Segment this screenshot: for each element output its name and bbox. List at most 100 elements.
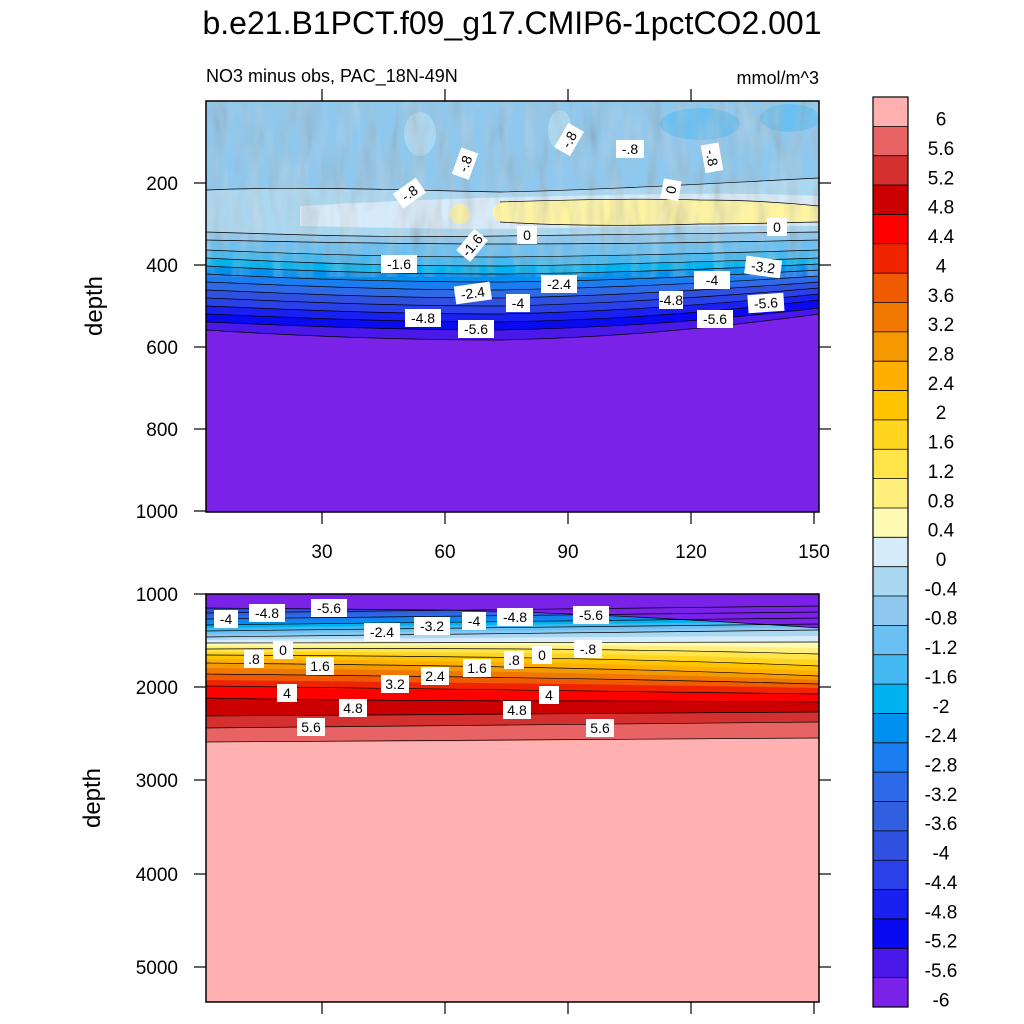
colorbar-swatch bbox=[873, 625, 908, 656]
lower-ytick-label: 3000 bbox=[136, 771, 178, 792]
contour-label: -1.6 bbox=[381, 255, 417, 273]
colorbar-label: 3.6 bbox=[928, 286, 954, 307]
colorbar-swatch bbox=[873, 654, 908, 685]
colorbar-label: 0.8 bbox=[928, 491, 954, 512]
upper-xtick-label: 120 bbox=[675, 542, 707, 563]
contour-label: -4.8 bbox=[659, 291, 683, 309]
colorbar-swatch bbox=[873, 684, 908, 714]
colorbar-swatch bbox=[873, 419, 908, 450]
colorbar-label: 6 bbox=[936, 110, 947, 131]
svg-text:-4: -4 bbox=[220, 611, 233, 627]
colorbar-swatch bbox=[873, 713, 908, 744]
contour-label: -3.2 bbox=[744, 255, 783, 279]
contour-label: -5.6 bbox=[311, 599, 347, 617]
upper-xtick-label: 90 bbox=[557, 542, 578, 563]
colorbar-label: -3.6 bbox=[925, 814, 958, 835]
contour-label: -.8 bbox=[616, 140, 644, 158]
svg-text:0: 0 bbox=[662, 184, 679, 195]
colorbar-label: -2.8 bbox=[925, 755, 958, 776]
lower-y-axis bbox=[194, 593, 831, 1014]
contour-label: -4 bbox=[506, 294, 530, 312]
colorbar-swatch bbox=[873, 155, 908, 186]
lower-contour-labels: -4 -4.8 -5.6 -2.4 -3.2 -4 -4.8 -5.6 .8 0… bbox=[214, 599, 614, 737]
colorbar-label: 4.4 bbox=[928, 227, 955, 248]
contour-label: 4 bbox=[539, 686, 559, 704]
subtitle-left: NO3 minus obs, PAC_18N-49N bbox=[206, 66, 458, 87]
colorbar-swatch bbox=[873, 126, 908, 157]
colorbar-swatch bbox=[873, 566, 908, 597]
colorbar-swatch bbox=[873, 948, 908, 979]
colorbar-frame bbox=[872, 96, 909, 1008]
upper-contour-line bbox=[206, 281, 819, 299]
svg-text:-2.4: -2.4 bbox=[547, 276, 571, 292]
contour-label: 0 bbox=[767, 218, 787, 236]
upper-x-axis bbox=[321, 89, 815, 524]
colorbar-label: 4.8 bbox=[928, 198, 954, 219]
colorbar-swatch bbox=[873, 918, 908, 949]
svg-text:-4.8: -4.8 bbox=[411, 310, 435, 326]
colorbar-swatch bbox=[873, 860, 908, 891]
upper-ytick-label: 800 bbox=[146, 420, 178, 441]
colorbar-label: 5.2 bbox=[928, 168, 954, 189]
contour-label: 0 bbox=[273, 641, 293, 659]
colorbar-label: -2.4 bbox=[925, 726, 958, 747]
upper-texture bbox=[206, 101, 819, 261]
upper-contour-line bbox=[206, 177, 819, 193]
colorbar-swatch bbox=[873, 273, 908, 303]
svg-text:.8: .8 bbox=[508, 652, 520, 668]
colorbar-swatch bbox=[873, 977, 908, 1008]
colorbar-label: 1.2 bbox=[928, 462, 954, 483]
svg-text:2.4: 2.4 bbox=[425, 668, 445, 684]
upper-contour-line bbox=[206, 257, 819, 267]
upper-y-axis bbox=[194, 182, 831, 512]
svg-text:-.8: -.8 bbox=[703, 148, 722, 167]
colorbar-swatch bbox=[873, 507, 908, 538]
svg-text:0: 0 bbox=[279, 642, 287, 658]
colorbar-swatch bbox=[873, 772, 908, 803]
colorbar-label: -5.2 bbox=[925, 932, 958, 953]
colorbar-swatch bbox=[873, 214, 908, 245]
svg-text:-5.6: -5.6 bbox=[579, 607, 603, 623]
lower-contour-line bbox=[206, 623, 819, 632]
contour-label: -.8 bbox=[451, 147, 479, 180]
contour-label: 4 bbox=[277, 684, 297, 702]
contour-label: .8 bbox=[244, 650, 264, 668]
contour-label: 4.8 bbox=[503, 701, 531, 719]
upper-xtick-label: 150 bbox=[798, 542, 830, 563]
colorbar-swatch bbox=[873, 742, 908, 773]
colorbar-label: -1.2 bbox=[925, 638, 958, 659]
svg-text:-4.8: -4.8 bbox=[255, 605, 279, 621]
contour-label: 1.6 bbox=[463, 659, 491, 677]
contour-label: 0 bbox=[660, 178, 682, 202]
colorbar-label: 2.8 bbox=[928, 345, 954, 366]
lower-y-axis-title: depth bbox=[79, 768, 106, 828]
lower-ytick-label: 4000 bbox=[136, 865, 178, 886]
colorbar-label: -1.6 bbox=[925, 667, 958, 688]
upper-xtick-label: 30 bbox=[311, 542, 332, 563]
upper-contour-line bbox=[206, 249, 819, 258]
svg-text:-.8: -.8 bbox=[455, 153, 476, 174]
svg-text:3.2: 3.2 bbox=[385, 676, 405, 692]
svg-text:-5.6: -5.6 bbox=[317, 600, 341, 616]
colorbar-swatch bbox=[873, 331, 908, 362]
colorbar-label: 2 bbox=[936, 403, 947, 424]
colorbar-label: 1.6 bbox=[928, 433, 954, 454]
lower-ytick-label: 2000 bbox=[136, 678, 178, 699]
colorbar-swatch bbox=[873, 596, 908, 626]
upper-contour-line bbox=[499, 198, 819, 207]
contour-label: -2.4 bbox=[364, 623, 400, 641]
contour-label: .8 bbox=[504, 651, 524, 669]
colorbar-swatch bbox=[873, 302, 908, 333]
colorbar-swatch bbox=[873, 243, 908, 274]
colorbar-swatch bbox=[873, 449, 908, 480]
contour-label: 0 bbox=[532, 646, 552, 664]
contour-label: 0 bbox=[517, 226, 537, 244]
contour-label: 5.6 bbox=[297, 718, 325, 736]
contour-label: -.8 bbox=[554, 122, 584, 157]
svg-text:-2.4: -2.4 bbox=[460, 283, 486, 302]
svg-text:4.8: 4.8 bbox=[507, 702, 527, 718]
contour-label: -5.6 bbox=[747, 292, 785, 314]
upper-contour-line bbox=[206, 287, 819, 307]
svg-text:-.8: -.8 bbox=[580, 641, 597, 657]
